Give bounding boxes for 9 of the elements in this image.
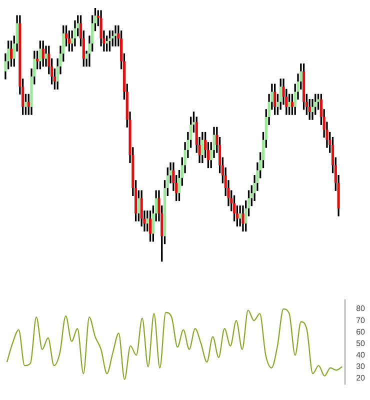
y-tick-label: 20	[356, 373, 366, 382]
y-tick-label: 70	[356, 316, 366, 325]
candlestick	[114, 25, 117, 46]
y-tick-label: 80	[356, 304, 366, 314]
y-tick-label: 50	[356, 338, 366, 348]
y-tick-label: 30	[356, 362, 366, 371]
y-tick-label: 60	[356, 327, 366, 336]
y-tick-label: 40	[356, 350, 366, 360]
line-series	[6, 308, 343, 380]
